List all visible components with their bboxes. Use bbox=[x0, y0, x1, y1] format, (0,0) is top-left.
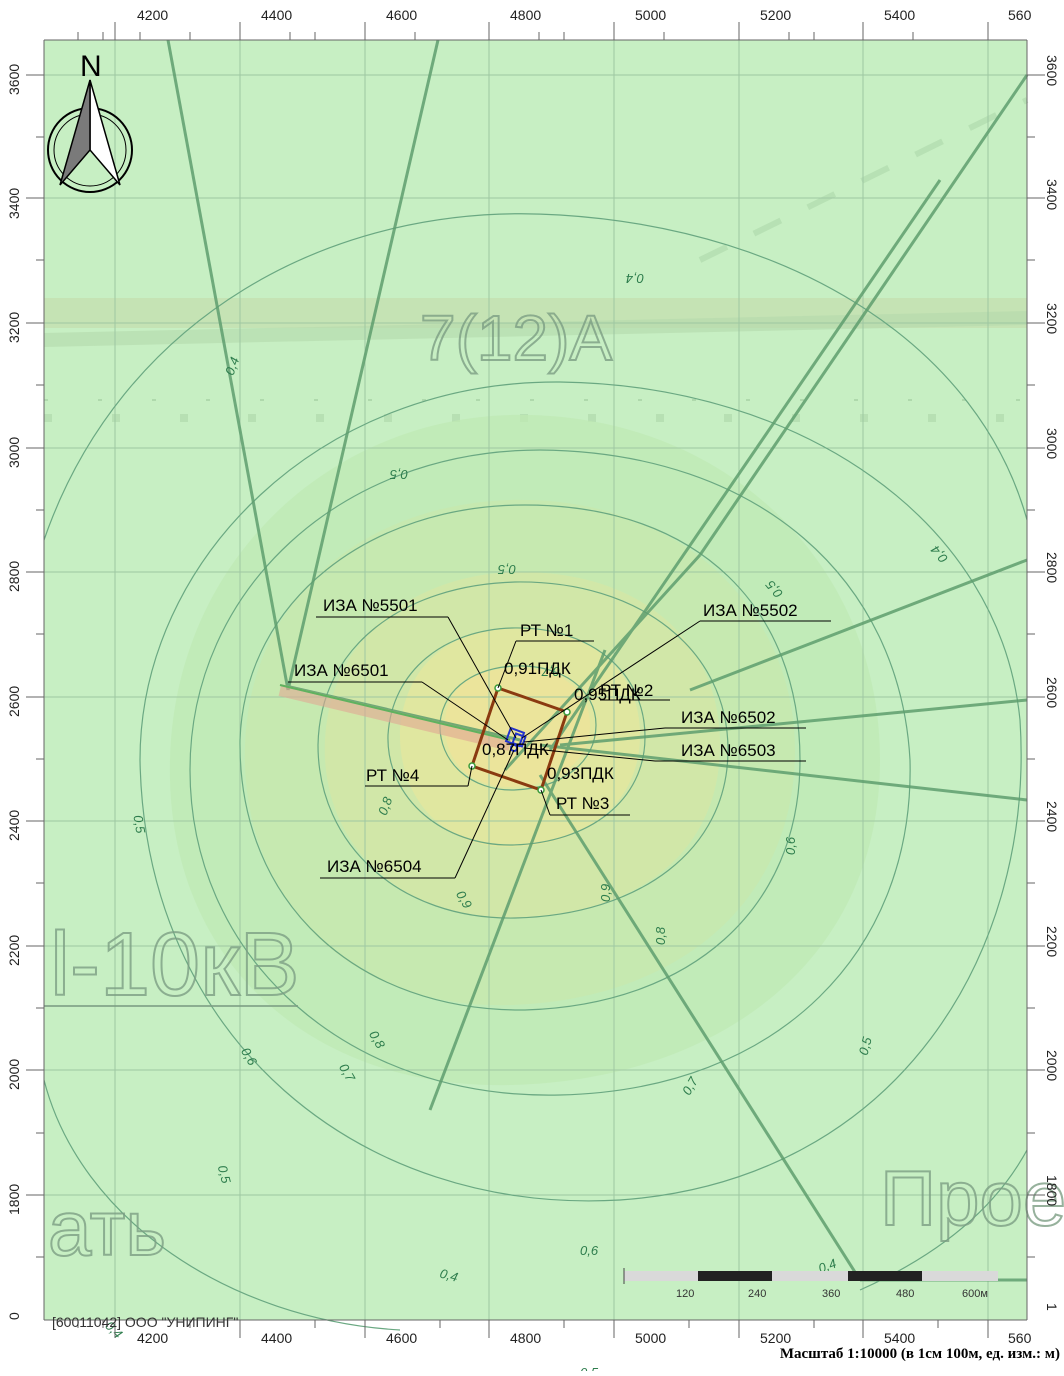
svg-text:5200: 5200 bbox=[760, 1330, 791, 1346]
svg-text:4200: 4200 bbox=[137, 7, 168, 23]
scale-caption: Масштаб 1:10000 (в 1см 100м, ед. изм.: м… bbox=[779, 1346, 1060, 1362]
north-arrow: N bbox=[47, 50, 133, 193]
x-axis-bottom: 4200 4400 4600 4800 5000 5200 5400 560 bbox=[44, 1319, 1032, 1346]
background-labels: 7(12)A l-10кВ ать Прое bbox=[44, 301, 1064, 1273]
svg-text:5000: 5000 bbox=[635, 1330, 666, 1346]
iso-label: 0,5 bbox=[389, 467, 408, 482]
iso-label: 0,8 bbox=[653, 926, 668, 945]
company-label: [60011042] ООО "УНИПИНГ" bbox=[52, 1314, 239, 1330]
bg-word-line: l-10кВ bbox=[50, 915, 299, 1015]
svg-text:1800: 1800 bbox=[6, 1184, 22, 1215]
label-source-6501[interactable]: ИЗА №6501 bbox=[294, 661, 389, 680]
svg-text:4800: 4800 bbox=[510, 1330, 541, 1346]
value-point-4: 0,87ПДК bbox=[482, 740, 549, 759]
y-axis-right: 3600 3400 3200 3000 2800 2600 2400 2200 … bbox=[1026, 40, 1060, 1320]
iso-label: 0,4 bbox=[222, 355, 242, 377]
svg-text:4800: 4800 bbox=[510, 7, 541, 23]
label-source-6503[interactable]: ИЗА №6503 bbox=[681, 741, 776, 760]
iso-label: 0,5 bbox=[130, 814, 148, 835]
iso-label: 0,4 bbox=[438, 1266, 459, 1285]
svg-text:3000: 3000 bbox=[1044, 428, 1060, 459]
svg-text:3400: 3400 bbox=[1044, 179, 1060, 210]
svg-text:5400: 5400 bbox=[884, 1330, 915, 1346]
leader-lines bbox=[288, 616, 831, 879]
iso-label: 0,8 bbox=[375, 794, 396, 817]
map-labels: ИЗА №5501 ИЗА №6501 РТ №1 0,91ПДК ИЗА №5… bbox=[294, 596, 798, 876]
svg-text:4200: 4200 bbox=[137, 1330, 168, 1346]
svg-text:3400: 3400 bbox=[6, 188, 22, 219]
svg-text:2600: 2600 bbox=[6, 686, 22, 717]
iso-label: 0,6 bbox=[580, 1243, 599, 1258]
svg-text:2000: 2000 bbox=[1044, 1050, 1060, 1081]
svg-text:2000: 2000 bbox=[6, 1059, 22, 1090]
svg-text:120: 120 bbox=[676, 1288, 694, 1300]
label-source-5502[interactable]: ИЗА №5502 bbox=[703, 601, 798, 620]
label-source-6502[interactable]: ИЗА №6502 bbox=[681, 708, 776, 727]
value-point-3: 0,93ПДК bbox=[547, 764, 614, 783]
scale-bar: 120 240 360 480 600м bbox=[623, 1268, 998, 1300]
bg-word-road: 7(12)A bbox=[420, 302, 612, 374]
iso-label: 0,6 bbox=[783, 836, 798, 855]
label-point-2[interactable]: РТ №2 bbox=[600, 681, 653, 700]
iso-label: 0,9 bbox=[598, 884, 613, 902]
iso-label: 0,5 bbox=[215, 1164, 234, 1186]
svg-text:3600: 3600 bbox=[6, 64, 22, 95]
label-source-6504[interactable]: ИЗА №6504 bbox=[327, 857, 422, 876]
x-axis-top: 4200 4400 4600 4800 5000 5200 5400 560 bbox=[44, 7, 1032, 41]
svg-text:3200: 3200 bbox=[6, 312, 22, 343]
linear-objects bbox=[166, 39, 1029, 1282]
grid bbox=[44, 40, 1027, 1320]
svg-text:560: 560 bbox=[1008, 1330, 1032, 1346]
svg-text:560: 560 bbox=[1008, 7, 1032, 23]
svg-text:5400: 5400 bbox=[884, 7, 915, 23]
iso-label: 0,4 bbox=[626, 271, 644, 286]
label-point-1[interactable]: РТ №1 bbox=[520, 621, 573, 640]
svg-text:5000: 5000 bbox=[635, 7, 666, 23]
bg-word-right: Прое bbox=[880, 1154, 1064, 1242]
label-point-3[interactable]: РТ №3 bbox=[556, 794, 609, 813]
svg-text:3000: 3000 bbox=[6, 437, 22, 468]
svg-text:2800: 2800 bbox=[1044, 552, 1060, 583]
svg-text:240: 240 bbox=[748, 1288, 766, 1300]
svg-text:4600: 4600 bbox=[386, 7, 417, 23]
bg-word-left: ать bbox=[48, 1184, 166, 1272]
svg-text:480: 480 bbox=[896, 1288, 914, 1300]
svg-text:2200: 2200 bbox=[1044, 926, 1060, 957]
svg-text:2400: 2400 bbox=[1044, 801, 1060, 832]
iso-label: 0,4 bbox=[816, 1256, 838, 1276]
pipeline bbox=[278, 684, 512, 751]
value-point-2: 0,95ПДК bbox=[574, 685, 641, 704]
svg-text:1800: 1800 bbox=[1044, 1175, 1060, 1206]
svg-text:4600: 4600 bbox=[386, 1330, 417, 1346]
svg-text:3600: 3600 bbox=[1044, 55, 1060, 86]
isoline-labels: 0,4 0,4 0,5 0,5 0,7 0,4 0,5 0,5 0,8 0,6 … bbox=[102, 271, 950, 1376]
iso-label: 0,7 bbox=[541, 664, 560, 679]
svg-text:3200: 3200 bbox=[1044, 303, 1060, 334]
iso-label: 0,5 bbox=[497, 562, 516, 577]
svg-text:4400: 4400 bbox=[261, 7, 292, 23]
svg-text:600м: 600м bbox=[962, 1288, 988, 1300]
svg-text:2200: 2200 bbox=[6, 935, 22, 966]
svg-text:2600: 2600 bbox=[1044, 677, 1060, 708]
north-label: N bbox=[80, 50, 102, 83]
iso-label: 0,5 bbox=[580, 1365, 599, 1371]
label-source-5501[interactable]: ИЗА №5501 bbox=[323, 596, 418, 615]
svg-text:5200: 5200 bbox=[760, 7, 791, 23]
svg-text:4400: 4400 bbox=[261, 1330, 292, 1346]
svg-text:1: 1 bbox=[1044, 1303, 1060, 1311]
svg-text:2800: 2800 bbox=[6, 561, 22, 592]
svg-text:360: 360 bbox=[822, 1288, 840, 1300]
iso-label: 0,5 bbox=[856, 1035, 875, 1057]
value-point-1: 0,91ПДК bbox=[504, 659, 571, 678]
y-axis-left: 3600 3400 3200 3000 2800 2600 2400 2200 … bbox=[6, 40, 45, 1320]
svg-text:0: 0 bbox=[6, 1312, 22, 1320]
label-point-4[interactable]: РТ №4 bbox=[366, 766, 419, 785]
isolines bbox=[43, 213, 1028, 1331]
svg-text:2400: 2400 bbox=[6, 810, 22, 841]
